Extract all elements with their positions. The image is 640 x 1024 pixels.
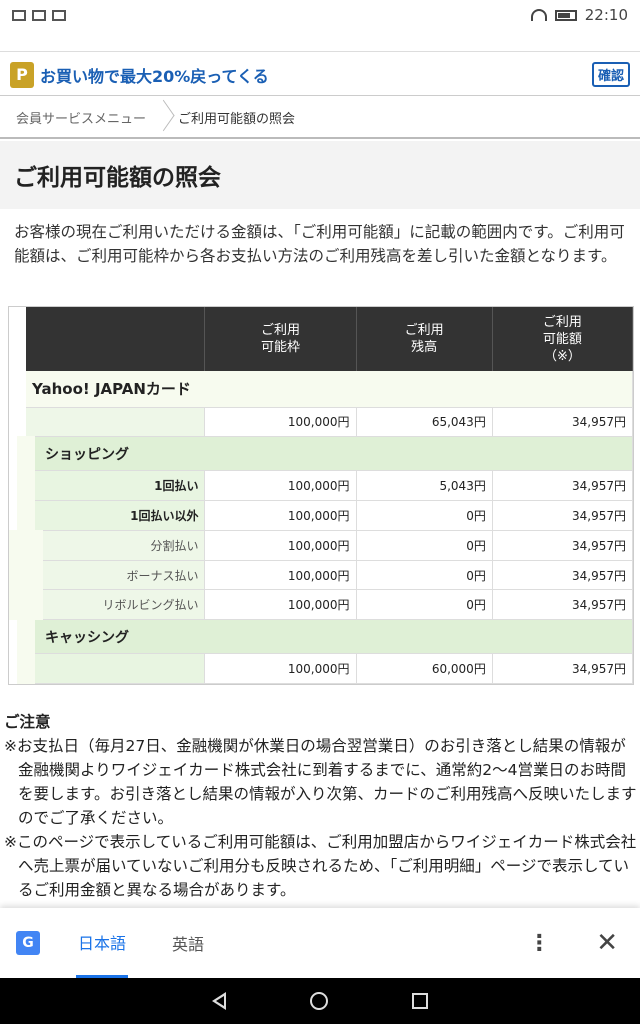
mail-icon — [52, 9, 66, 21]
gmail-icon — [12, 9, 26, 21]
card-name: Yahoo! JAPANカード — [26, 371, 633, 408]
notes-section: ご注意 ※お支払日（毎月27日、金融機関が休業日の場合翌営業日）のお引き落とし結… — [0, 710, 640, 902]
table-header-row: ご利用 可能枠 ご利用 残高 ご利用 可能額 （※） — [26, 307, 634, 371]
cashing-section-row: キャッシング — [17, 619, 633, 655]
mail-icon — [32, 9, 46, 21]
header-available: ご利用 可能額 （※） — [492, 307, 634, 371]
table-row: 1回払い以外 100,000円 0円 34,957円 — [17, 500, 634, 531]
header-blank — [26, 307, 206, 371]
notes-heading: ご注意 — [4, 713, 51, 731]
status-time: 22:10 — [584, 6, 628, 24]
page-title: ご利用可能額の照会 — [0, 141, 640, 209]
note-item: ※お支払日（毎月27日、金融機関が休業日の場合翌営業日）のお引き落とし結果の情報… — [4, 737, 637, 827]
back-icon[interactable] — [212, 992, 226, 1010]
breadcrumb-current: ご利用可能額の照会 — [178, 111, 296, 127]
note-item: ※このページで表示しているご利用可能額は、ご利用加盟店からワイジェイカード株式会… — [4, 833, 637, 899]
confirm-button[interactable]: 確認 — [591, 62, 630, 87]
table-row: 100,000円 65,043円 34,957円 — [26, 407, 634, 438]
page-description: お客様の現在ご利用いただける金額は、「ご利用可能額」に記載の範囲内です。ご利用可… — [14, 223, 625, 265]
tab-japanese[interactable]: 日本語 — [76, 908, 129, 978]
availability-table: ご利用 可能枠 ご利用 残高 ご利用 可能額 （※） Yahoo! JAPANカ… — [8, 306, 634, 686]
breadcrumb: 会員サービスメニュー ご利用可能額の照会 — [0, 97, 640, 139]
header-balance: ご利用 残高 — [356, 307, 493, 371]
home-icon[interactable] — [310, 992, 328, 1010]
table-row: ボーナス払い 100,000円 0円 34,957円 — [9, 560, 634, 591]
header-limit: ご利用 可能枠 — [204, 307, 357, 371]
recents-icon[interactable] — [412, 993, 428, 1009]
close-icon[interactable]: ✕ — [596, 928, 618, 958]
card-name-row: Yahoo! JAPANカード — [26, 371, 633, 408]
android-nav-bar — [0, 978, 640, 1024]
google-translate-icon: G — [16, 931, 40, 955]
promo-banner[interactable]: P お買い物で最大20%戻ってくる 確認 — [0, 54, 640, 96]
table-row: リボルビング払い 100,000円 0円 34,957円 — [9, 589, 634, 621]
shopping-section-row: ショッピング — [17, 436, 633, 472]
paypay-bonus-icon: P — [10, 61, 34, 88]
breadcrumb-parent[interactable]: 会員サービスメニュー — [16, 111, 147, 127]
status-bar: 22:10 — [0, 0, 640, 30]
more-options-icon[interactable]: ⋮ — [528, 930, 551, 956]
promo-text[interactable]: お買い物で最大20%戻ってくる — [40, 66, 269, 86]
chevron-right-icon — [156, 96, 168, 138]
tab-english[interactable]: 英語 — [172, 935, 205, 954]
table-row: 分割払い 100,000円 0円 34,957円 — [9, 530, 634, 561]
table-row: 100,000円 60,000円 34,957円 — [17, 653, 634, 685]
shopping-label: ショッピング — [17, 436, 633, 472]
wifi-icon — [530, 9, 547, 21]
site-header — [0, 30, 640, 52]
notification-icons — [12, 9, 66, 21]
battery-icon — [554, 9, 577, 21]
translate-bar: G 日本語 英語 ⋮ ✕ — [0, 908, 640, 978]
cashing-label: キャッシング — [17, 619, 633, 655]
table-row: 1回払い 100,000円 5,043円 34,957円 — [17, 470, 634, 502]
